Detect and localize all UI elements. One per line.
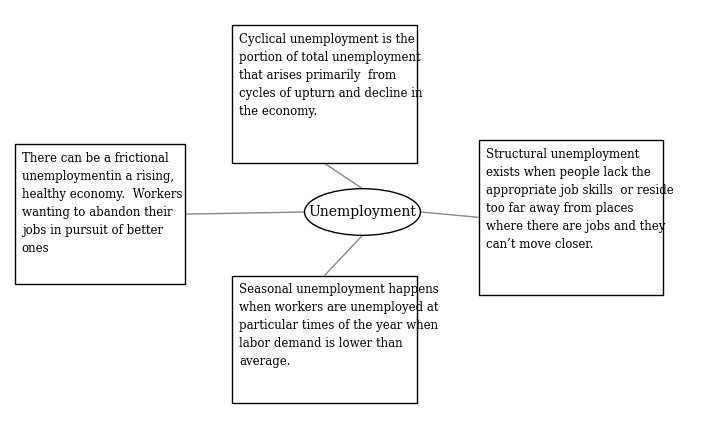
FancyBboxPatch shape [232, 25, 417, 163]
FancyBboxPatch shape [478, 140, 663, 295]
Text: Structural unemployment
exists when people lack the
appropriate job skills  or r: Structural unemployment exists when peop… [486, 148, 674, 251]
Text: There can be a frictional
unemploymentin a rising,
healthy economy.  Workers
wan: There can be a frictional unemploymentin… [22, 152, 182, 255]
Text: Cyclical unemployment is the
portion of total unemployment
that arises primarily: Cyclical unemployment is the portion of … [239, 33, 423, 118]
FancyBboxPatch shape [232, 276, 417, 403]
Ellipse shape [304, 189, 420, 235]
Text: Unemployment: Unemployment [309, 205, 416, 219]
Text: Seasonal unemployment happens
when workers are unemployed at
particular times of: Seasonal unemployment happens when worke… [239, 283, 439, 368]
FancyBboxPatch shape [14, 144, 185, 284]
